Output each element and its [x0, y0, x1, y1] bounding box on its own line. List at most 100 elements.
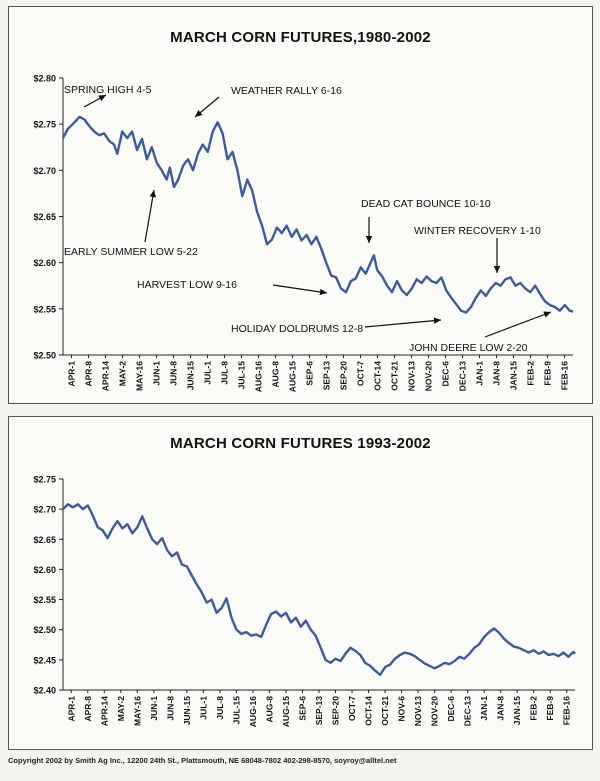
annotation-label: EARLY SUMMER LOW 5-22	[64, 246, 198, 258]
x-tick-label: OCT-14	[364, 696, 374, 726]
chart-panel-1993-2002: MARCH CORN FUTURES 1993-2002 $2.40 $2.45 $…	[8, 416, 593, 750]
annotation-label: HARVEST LOW 9-16	[137, 279, 237, 291]
x-tick-label: NOV-20	[430, 696, 440, 727]
x-tick-label: JUL-1	[203, 361, 213, 385]
x-tick-label: DEC-13	[458, 361, 468, 392]
x-tick-label: FEB-9	[545, 696, 555, 721]
annotation-arrowhead	[493, 266, 501, 273]
chart-title: MARCH CORN FUTURES,1980-2002	[170, 29, 431, 46]
annotation-arrowhead	[98, 95, 106, 102]
annotation-arrow	[484, 311, 552, 338]
x-tick-label: JUL-15	[231, 696, 241, 725]
x-tick-label: JAN-8	[492, 361, 502, 386]
x-tick-label: JUN-8	[169, 361, 179, 386]
x-tick-label: JAN-15	[509, 361, 519, 391]
y-tick-label: $2.55	[33, 595, 56, 605]
x-tick-label: AUG-16	[254, 361, 264, 392]
y-tick-label: $2.45	[33, 655, 56, 665]
annotation-label: JOHN DEERE LOW 2-20	[409, 342, 528, 354]
y-tick-label: $2.50	[33, 625, 56, 635]
x-tick-label: FEB-9	[543, 361, 553, 386]
corn-futures-chart-1993-2002: $2.40 $2.45 $2.50 $2.55 $2.60 $2.65 $2.70 $2.75…	[33, 475, 576, 727]
x-tick-label: AUG-15	[281, 696, 291, 727]
x-tick-label: DEC-13	[463, 696, 473, 727]
annotation-arrowhead	[195, 110, 203, 117]
corn-futures-chart-1980-2002: $2.50 $2.55 $2.60 $2.65 $2.70 $2.75 $2.80 APR-1…	[33, 74, 574, 392]
x-tick-label: JAN-15	[512, 696, 522, 726]
y-tick-label: $2.70	[33, 505, 56, 515]
x-tick-label: SEP-20	[331, 696, 341, 726]
x-tick-label: MAY-2	[118, 361, 128, 386]
x-tick-label: AUG-16	[248, 696, 258, 727]
x-tick-label: DEC-6	[446, 696, 456, 722]
series-line	[61, 115, 574, 314]
annotation-arrow	[144, 189, 155, 243]
x-tick-label: JUN-1	[152, 361, 162, 386]
x-tick-label: FEB-16	[560, 361, 570, 391]
x-tick-label: JUL-8	[215, 696, 225, 720]
x-tick-label: SEP-6	[297, 696, 307, 721]
y-tick-label: $2.65	[33, 535, 56, 545]
x-tick-label: JUL-1	[198, 696, 208, 720]
x-tick-label: APR-14	[101, 361, 111, 392]
y-tick-label: $2.60	[33, 565, 56, 575]
x-tick-label: JUL-8	[220, 361, 230, 385]
annotation-arrow	[364, 319, 442, 328]
x-tick-label: NOV-20	[424, 361, 434, 392]
y-tick-label: $2.80	[33, 74, 56, 84]
x-tick-label: APR-1	[67, 361, 77, 387]
x-tick-label: JUN-8	[165, 696, 175, 721]
x-tick-label: APR-14	[99, 696, 109, 727]
annotation-arrowhead	[319, 288, 327, 296]
x-tick-label: AUG-8	[271, 361, 281, 388]
x-tick-label: JAN-1	[479, 696, 489, 721]
x-tick-label: AUG-15	[288, 361, 298, 392]
copyright-footer: Copyright 2002 by Smith Ag Inc., 12200 2…	[8, 756, 397, 765]
y-tick-label: $2.70	[33, 166, 56, 176]
x-tick-label: JAN-1	[475, 361, 485, 386]
y-tick-label: $2.50	[33, 351, 56, 361]
x-tick-label: SEP-6	[305, 361, 315, 386]
x-tick-label: MAY-16	[132, 696, 142, 726]
x-tick-label: SEP-20	[339, 361, 349, 391]
x-tick-label: MAY-2	[116, 696, 126, 721]
x-tick-label: OCT-7	[347, 696, 357, 721]
x-tick-label: JUL-15	[237, 361, 247, 390]
x-tick-label: OCT-21	[390, 361, 400, 391]
annotation-arrowhead	[543, 311, 551, 318]
annotation-label: SPRING HIGH 4-5	[64, 84, 152, 96]
y-tick-label: $2.55	[33, 304, 56, 314]
annotation-arrowhead	[365, 236, 373, 243]
annotation-label: DEAD CAT BOUNCE 10-10	[361, 198, 491, 210]
x-tick-label: FEB-16	[562, 696, 572, 726]
chart-title: MARCH CORN FUTURES 1993-2002	[170, 435, 431, 452]
y-tick-label: $2.65	[33, 212, 56, 222]
x-tick-label: OCT-7	[356, 361, 366, 386]
y-tick-label: $2.75	[33, 475, 56, 485]
x-tick-label: APR-8	[84, 361, 94, 387]
y-tick-label: $2.75	[33, 120, 56, 130]
x-tick-label: APR-1	[66, 696, 76, 722]
chart-panel-1980-2002: MARCH CORN FUTURES,1980-2002 $2.50 $2.55 $…	[8, 6, 593, 404]
series-line	[62, 503, 576, 677]
annotation-label: WEATHER RALLY 6-16	[231, 85, 342, 97]
y-tick-label: $2.40	[33, 686, 56, 696]
annotation-arrowhead	[149, 190, 156, 198]
x-tick-label: DEC-6	[441, 361, 451, 387]
x-tick-label: FEB-2	[529, 696, 539, 721]
x-tick-label: JUN-15	[186, 361, 196, 391]
x-tick-label: SEP-13	[322, 361, 332, 391]
x-tick-label: NOV-13	[407, 361, 417, 392]
x-tick-label: FEB-2	[526, 361, 536, 386]
x-tick-label: JUN-1	[149, 696, 159, 721]
x-tick-label: AUG-8	[264, 696, 274, 723]
x-tick-label: NOV-13	[413, 696, 423, 727]
y-tick-label: $2.60	[33, 258, 56, 268]
x-tick-label: MAY-16	[135, 361, 145, 391]
annotation-label: HOLIDAY DOLDRUMS 12-8	[231, 323, 363, 335]
annotation-arrowhead	[433, 317, 441, 324]
x-tick-label: OCT-21	[380, 696, 390, 726]
x-tick-label: JAN-8	[496, 696, 506, 721]
x-tick-label: APR-8	[83, 696, 93, 722]
x-tick-label: SEP-13	[314, 696, 324, 726]
